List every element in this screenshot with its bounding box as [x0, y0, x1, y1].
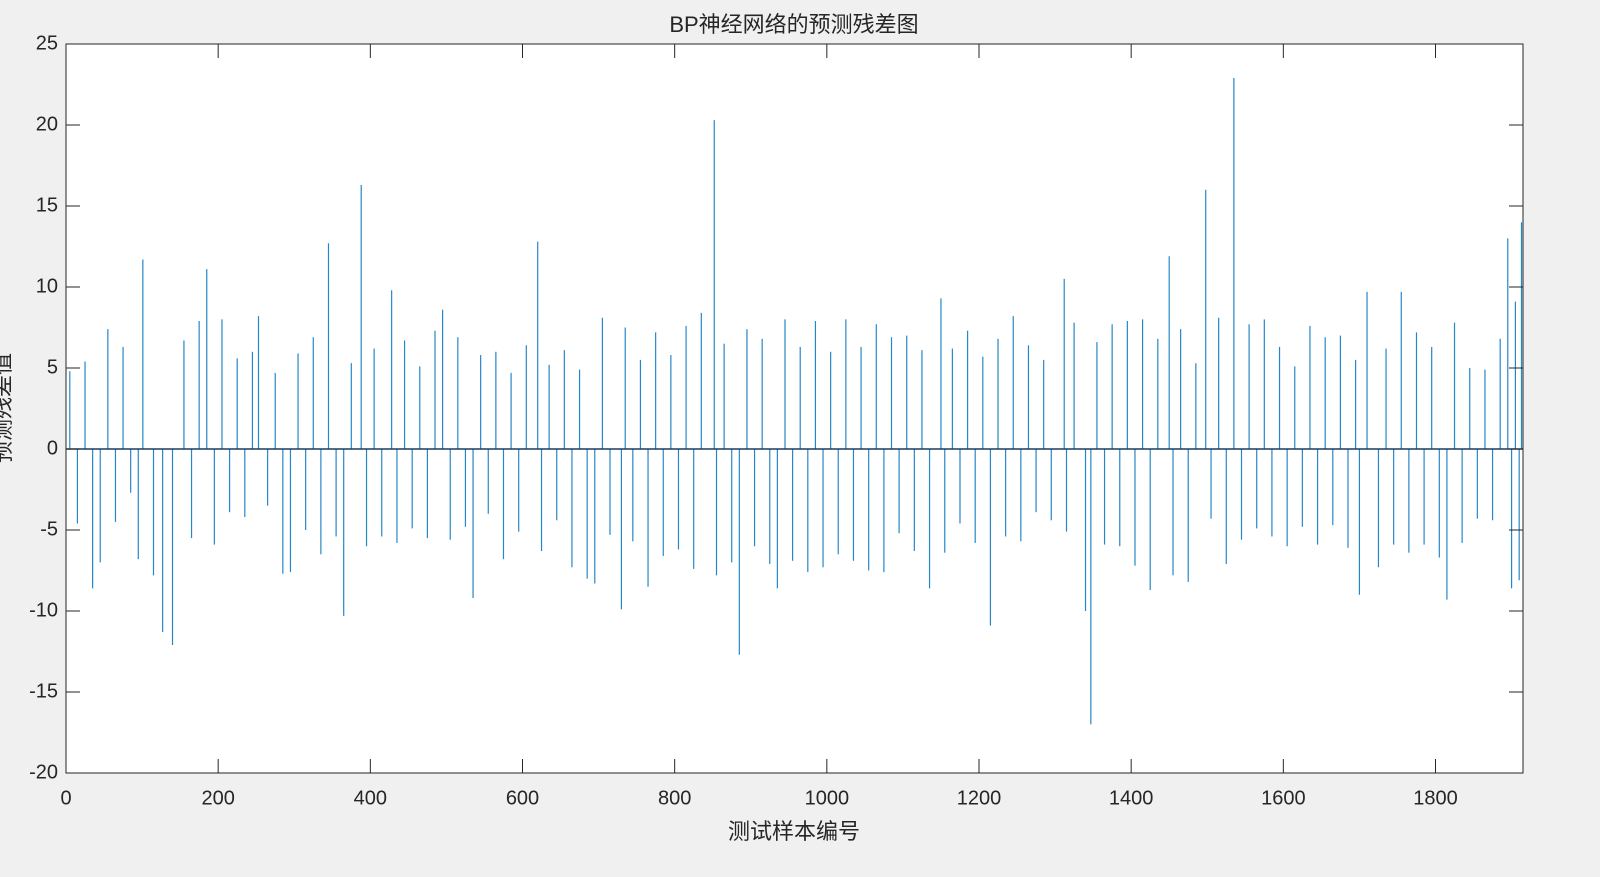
x-tick-label: 1600 [1261, 787, 1306, 809]
y-tick-label: -15 [29, 680, 58, 702]
axes-box [65, 43, 1524, 774]
y-tick-label: 5 [47, 356, 58, 378]
x-tick-label: 1200 [957, 787, 1002, 809]
x-tick-label: 0 [60, 787, 71, 809]
x-tick-label: 1400 [1109, 787, 1154, 809]
x-tick-label: 200 [201, 787, 234, 809]
x-tick-label: 1000 [805, 787, 850, 809]
y-tick-label: 20 [36, 113, 58, 135]
x-tick-label: 800 [658, 787, 691, 809]
x-tick-label: 600 [506, 787, 539, 809]
plot-area [66, 44, 1523, 773]
x-tick-label: 1800 [1413, 787, 1458, 809]
y-tick-label: -20 [29, 761, 58, 783]
x-tick-label: 400 [354, 787, 387, 809]
y-axis-label: 预测残差值 [0, 353, 15, 463]
x-axis-label: 测试样本编号 [728, 819, 860, 844]
bars [66, 78, 1523, 725]
y-tick-label: 15 [36, 194, 58, 216]
y-tick-label: 25 [36, 32, 58, 54]
y-tick-label: 0 [47, 437, 58, 459]
y-tick-label: 10 [36, 275, 58, 297]
chart-title: BP神经网络的预测残差图 [669, 12, 918, 37]
y-tick-label: -5 [40, 518, 58, 540]
y-tick-label: -10 [29, 599, 58, 621]
